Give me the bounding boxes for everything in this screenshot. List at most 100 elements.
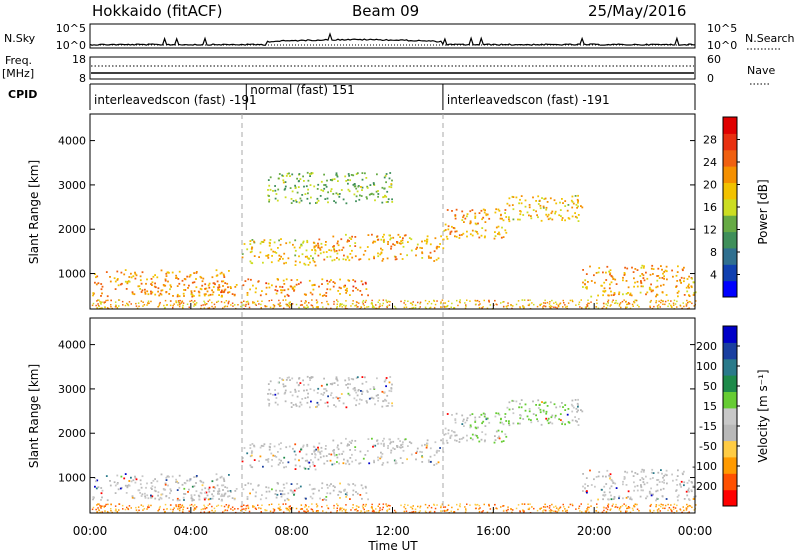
power-echo — [261, 300, 263, 302]
power-echo — [611, 276, 614, 278]
power-echo — [618, 305, 621, 307]
velocity-echo — [145, 486, 147, 489]
velocity-echo — [293, 450, 296, 453]
power-echo — [544, 302, 547, 304]
velocity-echo — [248, 510, 251, 513]
power-echo — [547, 218, 550, 221]
power-echo — [252, 302, 254, 304]
power-echo — [562, 299, 564, 302]
velocity-echo — [497, 429, 500, 432]
velocity-echo — [339, 482, 341, 485]
velocity-echo — [131, 496, 134, 499]
velocity-echo — [355, 404, 357, 407]
power-echo — [501, 217, 503, 220]
velocity-echo — [502, 505, 504, 507]
power-echo — [626, 303, 628, 306]
velocity-echo — [339, 497, 341, 499]
velocity-echo — [165, 479, 168, 481]
power-echo — [692, 281, 695, 284]
power-echo — [640, 281, 642, 284]
power-echo — [204, 288, 206, 290]
power-echo — [677, 265, 679, 268]
power-echo — [482, 306, 484, 308]
velocity-echo — [418, 511, 420, 514]
power-echo — [214, 306, 216, 308]
noise-left-tick-top: 10^5 — [56, 22, 86, 35]
power-echo — [352, 285, 355, 288]
velocity-echo — [326, 401, 329, 404]
velocity-echo — [301, 398, 304, 400]
power-echo — [165, 272, 168, 275]
power-echo — [237, 304, 239, 306]
power-echo — [365, 299, 367, 302]
power-echo — [596, 299, 598, 301]
velocity-echo — [663, 479, 665, 482]
power-echo — [244, 305, 247, 307]
velocity-echo — [643, 469, 645, 472]
power-echo — [390, 183, 393, 185]
velocity-echo — [362, 503, 365, 506]
velocity-echo — [134, 477, 137, 479]
power-echo — [387, 241, 389, 243]
power-echo — [293, 289, 295, 292]
power-echo — [598, 267, 601, 269]
velocity-echo — [389, 505, 391, 507]
velocity-echo — [164, 510, 166, 513]
velocity-echo — [92, 496, 95, 498]
velocity-echo — [536, 418, 538, 421]
velocity-echo — [193, 494, 196, 496]
power-echo — [326, 300, 328, 303]
power-echo — [299, 261, 301, 264]
velocity-echo — [456, 503, 458, 506]
power-echo — [548, 303, 551, 305]
power-echo — [451, 210, 453, 212]
power-echo — [586, 304, 588, 306]
velocity-echo — [433, 510, 436, 513]
power-echo — [157, 290, 159, 293]
velocity-echo — [352, 388, 355, 390]
velocity-echo — [224, 509, 227, 511]
power-echo — [517, 300, 520, 302]
power-echo — [307, 264, 310, 266]
velocity-echo — [601, 488, 603, 491]
velocity-echo — [656, 479, 659, 481]
velocity-echo — [459, 503, 461, 505]
velocity-echo — [176, 499, 179, 502]
power-echo — [206, 290, 209, 293]
velocity-echo — [381, 463, 384, 466]
power-echo — [625, 280, 628, 282]
power-echo — [101, 307, 104, 309]
velocity-echo — [182, 511, 184, 514]
power-echo — [688, 286, 690, 289]
velocity-echo — [474, 434, 477, 437]
velocity-echo — [343, 508, 345, 511]
power-echo — [104, 306, 106, 309]
velocity-echo — [159, 505, 161, 508]
power-echo — [291, 303, 294, 305]
velocity-echo — [360, 390, 362, 392]
power-echo — [627, 286, 630, 289]
velocity-echo — [101, 496, 103, 499]
power-echo — [402, 245, 405, 248]
power-echo — [182, 302, 185, 304]
power-echo — [109, 280, 112, 283]
power-echo — [571, 215, 574, 218]
velocity-echo — [280, 495, 283, 498]
power-echo — [444, 302, 447, 304]
power-echo — [172, 306, 174, 309]
power-echo — [561, 217, 564, 219]
velocity-echo — [349, 457, 352, 459]
power-echo — [275, 292, 278, 295]
power-echo — [183, 295, 185, 297]
power-echo — [105, 271, 108, 273]
power-echo — [309, 173, 311, 175]
velocity-echo — [310, 459, 312, 461]
power-echo — [279, 258, 281, 260]
power-echo — [223, 276, 226, 278]
power-echo — [145, 282, 147, 285]
power-echo — [278, 254, 281, 257]
power-echo — [602, 302, 605, 305]
velocity-echo — [640, 485, 642, 488]
power-echo — [307, 257, 310, 260]
velocity-echo — [267, 393, 269, 395]
